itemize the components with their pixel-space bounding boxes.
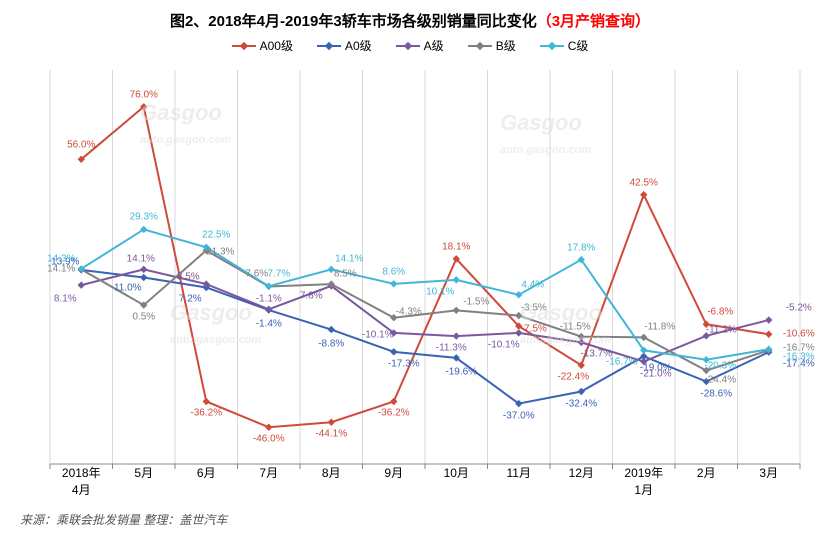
data-label: -21.0% <box>640 368 672 379</box>
data-label: -32.4% <box>565 398 597 409</box>
data-label: -19.6% <box>445 366 477 377</box>
data-label: -16.7% <box>606 357 638 368</box>
x-tick-label: 10月 <box>425 464 488 504</box>
data-label: 22.5% <box>202 230 230 241</box>
data-label: 7.8% <box>300 290 323 301</box>
x-tick-label: 5月 <box>113 464 176 504</box>
data-label: 11.0% <box>114 282 142 293</box>
legend-swatch <box>468 45 492 47</box>
data-label: 56.0% <box>67 140 95 151</box>
legend-label: B级 <box>496 37 516 54</box>
x-tick-label: 2月 <box>675 464 738 504</box>
plot-area: 56.0% 76.0% -36.2% -46.0% -44.1% -36.2% 18.1% -… <box>50 70 800 464</box>
legend-label: C级 <box>568 37 589 54</box>
data-label: -1.5% <box>463 297 489 308</box>
data-label: -5.2% <box>786 303 812 314</box>
x-axis: 2018年4月5月6月7月8月9月10月11月12月2019年1月2月3月 <box>50 464 800 504</box>
chart-container: 图2、2018年4月-2019年3轿车市场各级别销量同比变化（3月产销查询） A… <box>0 0 820 534</box>
data-label: -1.1% <box>256 294 282 305</box>
data-label: 7.7% <box>267 269 290 280</box>
data-label: -37.0% <box>503 410 535 421</box>
data-label: 21.3% <box>206 247 234 258</box>
x-tick-label: 6月 <box>175 464 238 504</box>
x-tick-label: 8月 <box>300 464 363 504</box>
data-label: -6.8% <box>707 307 733 318</box>
data-label: -22.4% <box>557 372 589 383</box>
legend-label: A0级 <box>345 37 372 54</box>
data-label: 0.5% <box>132 312 155 323</box>
data-label: 14.3% <box>47 253 75 264</box>
legend-item: A00级 <box>232 37 293 54</box>
data-label: -11.5% <box>560 321 591 332</box>
data-label: -28.6% <box>700 388 732 399</box>
data-label: 7.6% <box>245 269 268 280</box>
legend-item: A级 <box>396 37 444 54</box>
data-label: -10.6% <box>783 329 815 340</box>
x-tick-label: 2019年1月 <box>613 464 676 504</box>
x-tick-label: 11月 <box>488 464 551 504</box>
legend-swatch <box>540 45 564 47</box>
x-tick-label: 2018年4月 <box>50 464 113 504</box>
chart-title: 图2、2018年4月-2019年3轿车市场各级别销量同比变化（3月产销查询） <box>0 0 820 31</box>
data-label: -36.2% <box>190 408 222 419</box>
data-label: 29.3% <box>130 212 158 223</box>
data-label: -10.1% <box>362 329 394 340</box>
x-tick-label: 12月 <box>550 464 613 504</box>
data-label: -24.4% <box>704 375 736 386</box>
data-label: 76.0% <box>130 89 158 100</box>
data-label: 14.1% <box>335 254 363 265</box>
legend-item: A0级 <box>317 37 372 54</box>
data-label: -20.3% <box>704 360 736 371</box>
data-label: 14.1% <box>127 254 155 265</box>
data-label: 18.1% <box>442 241 470 252</box>
data-label: 42.5% <box>630 177 658 188</box>
legend-label: A级 <box>424 37 444 54</box>
data-label: -17.3% <box>388 358 420 369</box>
x-tick-label: 3月 <box>738 464 801 504</box>
title-red: （3月产销查询） <box>537 13 650 30</box>
data-label: -11.3% <box>436 343 467 354</box>
source-text: 来源：乘联会批发销量 整理：盖世汽车 <box>20 511 227 528</box>
title-main: 图2、2018年4月-2019年3轿车市场各级别销量同比变化 <box>170 13 537 30</box>
data-label: 8.5% <box>177 272 200 283</box>
legend-item: B级 <box>468 37 516 54</box>
data-label: 4.4% <box>521 279 544 290</box>
data-label: -16.3% <box>783 352 815 363</box>
data-label: -11.2% <box>706 324 737 335</box>
data-label: -11.8% <box>644 322 675 333</box>
data-label: -10.1% <box>488 339 520 350</box>
data-label: -8.8% <box>318 338 344 349</box>
legend-item: C级 <box>540 37 589 54</box>
data-label: -1.4% <box>256 319 282 330</box>
data-label: 8.6% <box>382 266 405 277</box>
data-label: -3.5% <box>521 302 547 313</box>
x-tick-label: 9月 <box>363 464 426 504</box>
data-label: 10.1% <box>426 286 454 297</box>
legend-swatch <box>396 45 420 47</box>
data-label: -44.1% <box>315 429 347 440</box>
data-label: 7.2% <box>179 294 202 305</box>
legend-swatch <box>232 45 256 47</box>
line-svg <box>50 70 800 464</box>
data-label: -4.3% <box>396 306 422 317</box>
legend-label: A00级 <box>260 37 293 54</box>
data-label: 8.5% <box>334 269 357 280</box>
legend: A00级 A0级 A级 B级 C级 <box>0 37 820 54</box>
data-label: 8.1% <box>54 294 77 305</box>
data-label: 17.8% <box>567 242 595 253</box>
x-tick-label: 7月 <box>238 464 301 504</box>
legend-swatch <box>317 45 341 47</box>
data-label: -46.0% <box>253 434 285 445</box>
data-label: -36.2% <box>378 408 410 419</box>
data-label: -7.5% <box>521 324 547 335</box>
data-label: 14.1% <box>47 264 75 275</box>
